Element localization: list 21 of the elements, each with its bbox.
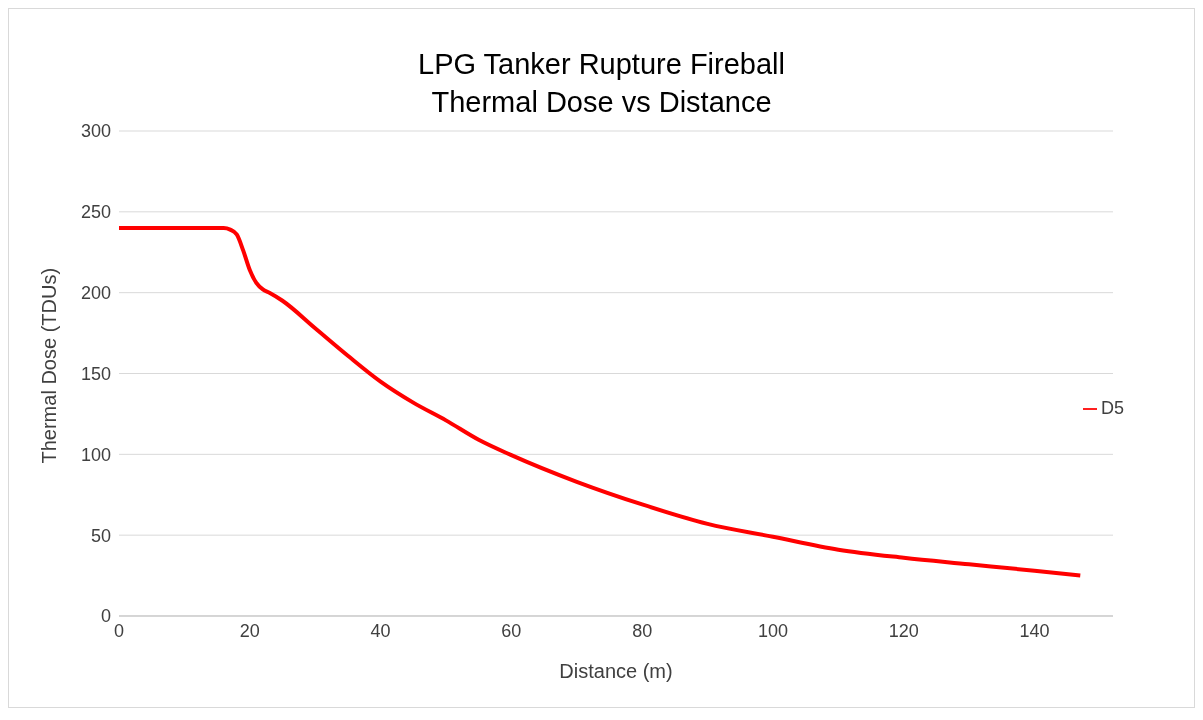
chart-subtitle: Thermal Dose vs Distance	[430, 85, 773, 120]
x-tick-label: 20	[239, 620, 260, 641]
x-tick-label: 140	[1019, 620, 1050, 641]
x-axis-title: Distance (m)	[559, 660, 673, 682]
x-tick-label: 0	[113, 620, 125, 641]
y-tick-label: 300	[80, 121, 111, 142]
x-tick-label: 40	[370, 620, 391, 641]
chart-title: LPG Tanker Rupture Fireball	[417, 47, 786, 82]
y-tick-label: 0	[100, 606, 111, 627]
x-tick-label: 60	[501, 620, 522, 641]
x-tick-label: 100	[757, 620, 788, 641]
y-tick-label: 250	[80, 202, 111, 223]
legend-label: D5	[1100, 398, 1124, 418]
y-axis-title: Thermal Dose (TDUs)	[38, 267, 61, 464]
line-series	[119, 226, 1083, 578]
x-tick-label: 120	[888, 620, 919, 641]
y-tick-label: 150	[80, 363, 111, 384]
y-tick-label: 200	[80, 283, 111, 304]
y-tick-label: 100	[80, 444, 111, 465]
x-tick-label: 80	[632, 620, 653, 641]
y-tick-label: 50	[90, 525, 111, 546]
